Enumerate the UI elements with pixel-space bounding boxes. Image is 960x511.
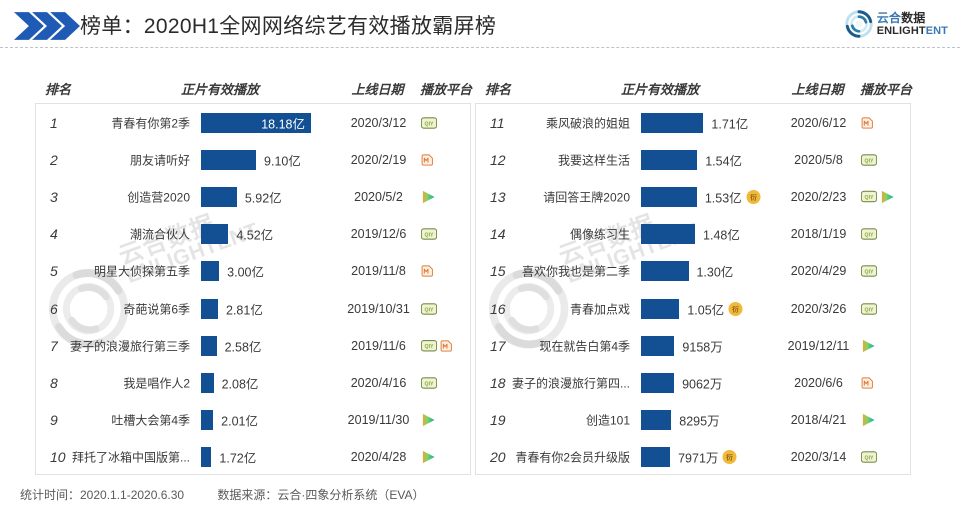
svg-text:QIY: QIY (425, 381, 434, 387)
svg-text:QIY: QIY (865, 307, 874, 313)
svg-text:QIY: QIY (425, 233, 434, 239)
svg-text:QIY: QIY (865, 233, 874, 239)
svg-text:QIY: QIY (425, 344, 434, 350)
svg-text:QIY: QIY (425, 121, 434, 127)
svg-text:QIY: QIY (425, 307, 434, 313)
svg-text:QIY: QIY (865, 270, 874, 276)
svg-text:QIY: QIY (865, 158, 874, 164)
svg-text:QIY: QIY (865, 195, 874, 201)
svg-text:QIY: QIY (865, 456, 874, 462)
